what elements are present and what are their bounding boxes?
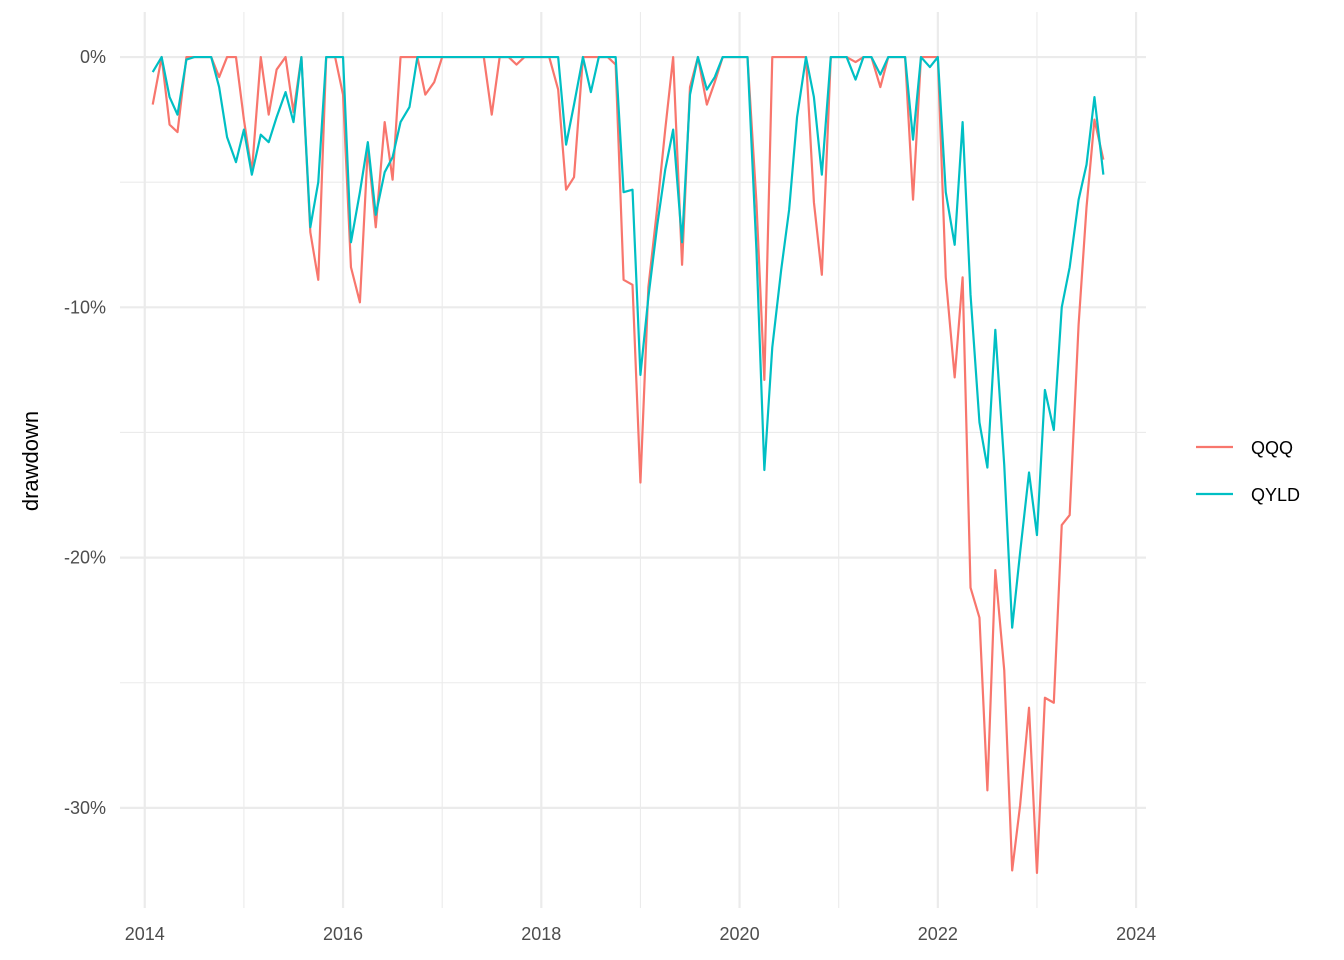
series-line-qyld xyxy=(151,55,1105,629)
legend: QQQ QYLD xyxy=(1196,438,1300,505)
y-tick-label: -10% xyxy=(64,297,106,317)
x-tick-labels: 2014 2016 2018 2020 2022 2024 xyxy=(125,924,1156,944)
y-tick-labels: 0% -10% -20% -30% xyxy=(64,47,106,818)
x-tick-label: 2014 xyxy=(125,924,165,944)
y-tick-label: 0% xyxy=(80,47,106,67)
x-tick-label: 2024 xyxy=(1116,924,1156,944)
series-line-qqq xyxy=(151,55,1105,875)
x-tick-label: 2016 xyxy=(323,924,363,944)
legend-label-qyld: QYLD xyxy=(1251,485,1300,505)
y-tick-label: -30% xyxy=(64,798,106,818)
legend-label-qqq: QQQ xyxy=(1251,438,1293,458)
x-tick-label: 2022 xyxy=(918,924,958,944)
y-axis-title: drawdown xyxy=(18,411,43,511)
x-tick-label: 2018 xyxy=(521,924,561,944)
grid-minor xyxy=(120,12,1146,908)
x-tick-label: 2020 xyxy=(720,924,760,944)
grid-major xyxy=(120,12,1146,908)
series-lines xyxy=(151,55,1105,875)
y-tick-label: -20% xyxy=(64,548,106,568)
